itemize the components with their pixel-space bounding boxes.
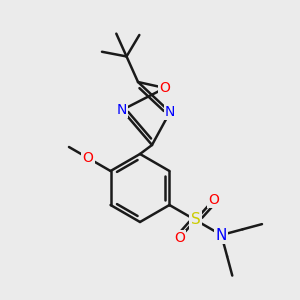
Text: N: N xyxy=(216,227,227,242)
Text: O: O xyxy=(82,151,94,165)
Text: O: O xyxy=(160,81,170,95)
Text: O: O xyxy=(174,231,185,245)
Text: S: S xyxy=(190,212,200,227)
Text: N: N xyxy=(117,103,127,117)
Text: N: N xyxy=(165,105,175,119)
Text: O: O xyxy=(208,193,219,207)
